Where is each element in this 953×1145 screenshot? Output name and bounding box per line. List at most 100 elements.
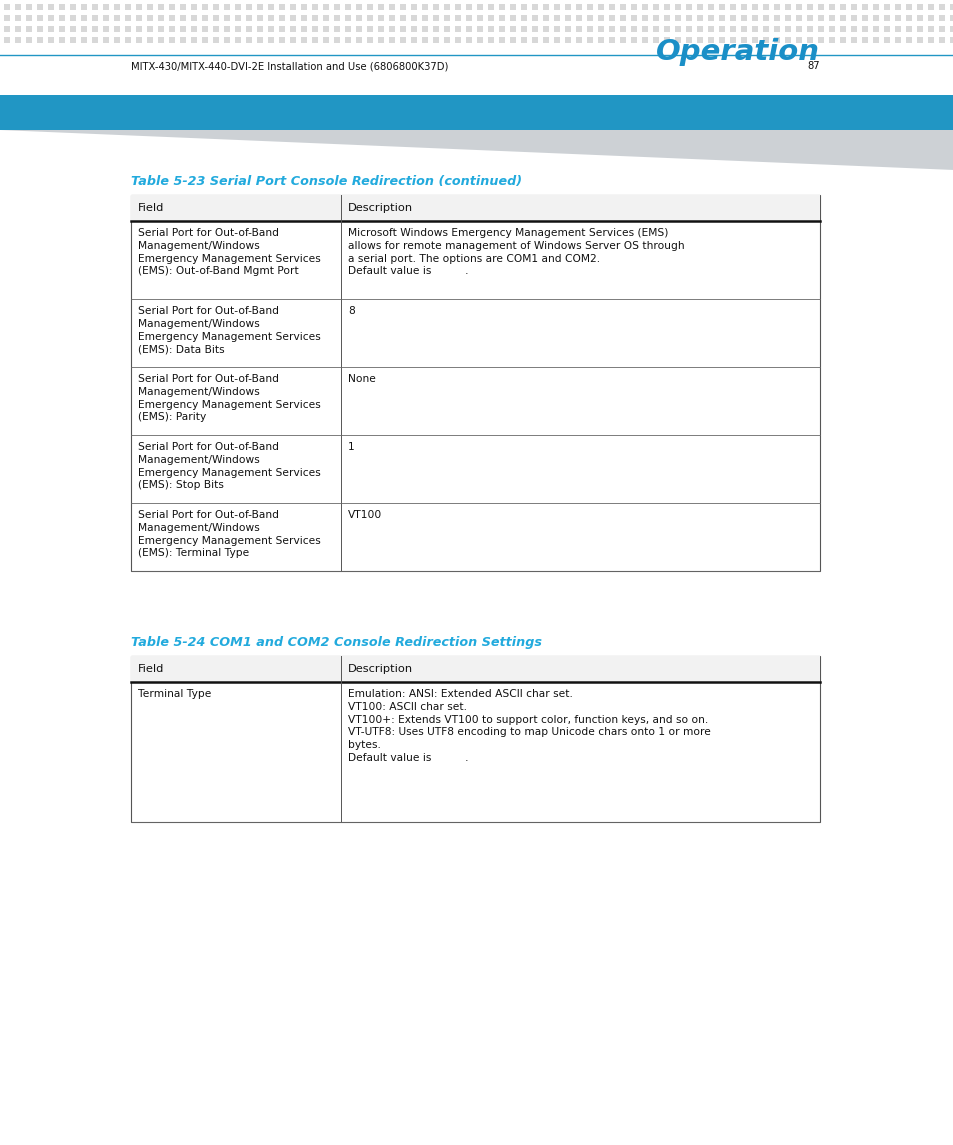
Bar [113,26,120,32]
Bar [641,26,647,32]
Bar [455,3,460,10]
Bar [26,26,32,32]
Bar [685,37,691,44]
Bar [301,15,307,21]
Bar [751,3,758,10]
Polygon shape [0,131,953,169]
Bar [213,3,219,10]
Bar [355,15,361,21]
Bar [806,15,812,21]
Text: Description: Description [348,664,413,674]
Bar [740,37,746,44]
Bar [389,15,395,21]
Bar [641,37,647,44]
Text: None: None [348,374,375,384]
Bar [576,3,581,10]
Text: Serial Port for Out-of-Band
Management/Windows
Emergency Management Services
(EM: Serial Port for Out-of-Band Management/W… [138,374,320,423]
Bar [564,15,571,21]
Bar [377,26,384,32]
Bar [465,37,472,44]
Bar [476,3,482,10]
Bar [202,37,208,44]
Bar [762,3,768,10]
Bar [751,26,758,32]
Bar [762,26,768,32]
Bar [147,3,152,10]
Bar [301,3,307,10]
Bar [389,3,395,10]
Bar [707,26,713,32]
Bar [15,3,21,10]
Bar [675,26,680,32]
Bar [598,26,603,32]
Bar [773,15,780,21]
Bar [916,15,923,21]
Bar [905,3,911,10]
Bar [488,15,494,21]
Bar [158,15,164,21]
Bar [290,26,295,32]
Bar [213,26,219,32]
Bar [784,26,790,32]
Bar [883,37,889,44]
Bar [367,37,373,44]
Bar [334,3,339,10]
Bar [421,37,428,44]
Bar [312,37,317,44]
Bar [180,26,186,32]
Bar [81,15,87,21]
Bar [586,15,593,21]
Bar [268,37,274,44]
Bar [542,26,548,32]
Bar [894,15,900,21]
Bar [675,37,680,44]
Bar [817,37,823,44]
Bar [576,26,581,32]
Bar [169,26,174,32]
Bar [246,3,252,10]
Bar [697,15,702,21]
Bar [697,3,702,10]
Bar [850,37,856,44]
Text: Field: Field [138,203,164,213]
Bar [26,37,32,44]
Text: 8: 8 [348,306,355,316]
Bar [498,26,504,32]
Bar [421,26,428,32]
Bar [619,37,625,44]
Bar [576,37,581,44]
Bar [465,3,472,10]
Bar [862,26,867,32]
Bar [949,3,953,10]
Bar [586,3,593,10]
Bar [652,37,659,44]
Bar [26,3,32,10]
Bar [532,26,537,32]
Bar [48,3,54,10]
Text: VT100: VT100 [348,510,382,520]
Bar [59,26,65,32]
Bar [455,15,460,21]
Text: MITX-430/MITX-440-DVI-2E Installation and Use (6806800K37D): MITX-430/MITX-440-DVI-2E Installation an… [131,61,448,71]
Bar [268,3,274,10]
Bar [685,3,691,10]
Bar [905,37,911,44]
Bar [840,3,845,10]
Bar [37,3,43,10]
Bar [399,26,406,32]
Bar [872,37,878,44]
Bar [564,3,571,10]
Bar [103,26,109,32]
Bar [147,26,152,32]
Bar [817,3,823,10]
Bar [367,26,373,32]
Bar [510,37,516,44]
Bar [806,37,812,44]
Bar [532,3,537,10]
Bar [158,3,164,10]
Bar [278,15,285,21]
Bar [608,3,615,10]
Bar [15,37,21,44]
Bar [345,37,351,44]
Bar [850,26,856,32]
